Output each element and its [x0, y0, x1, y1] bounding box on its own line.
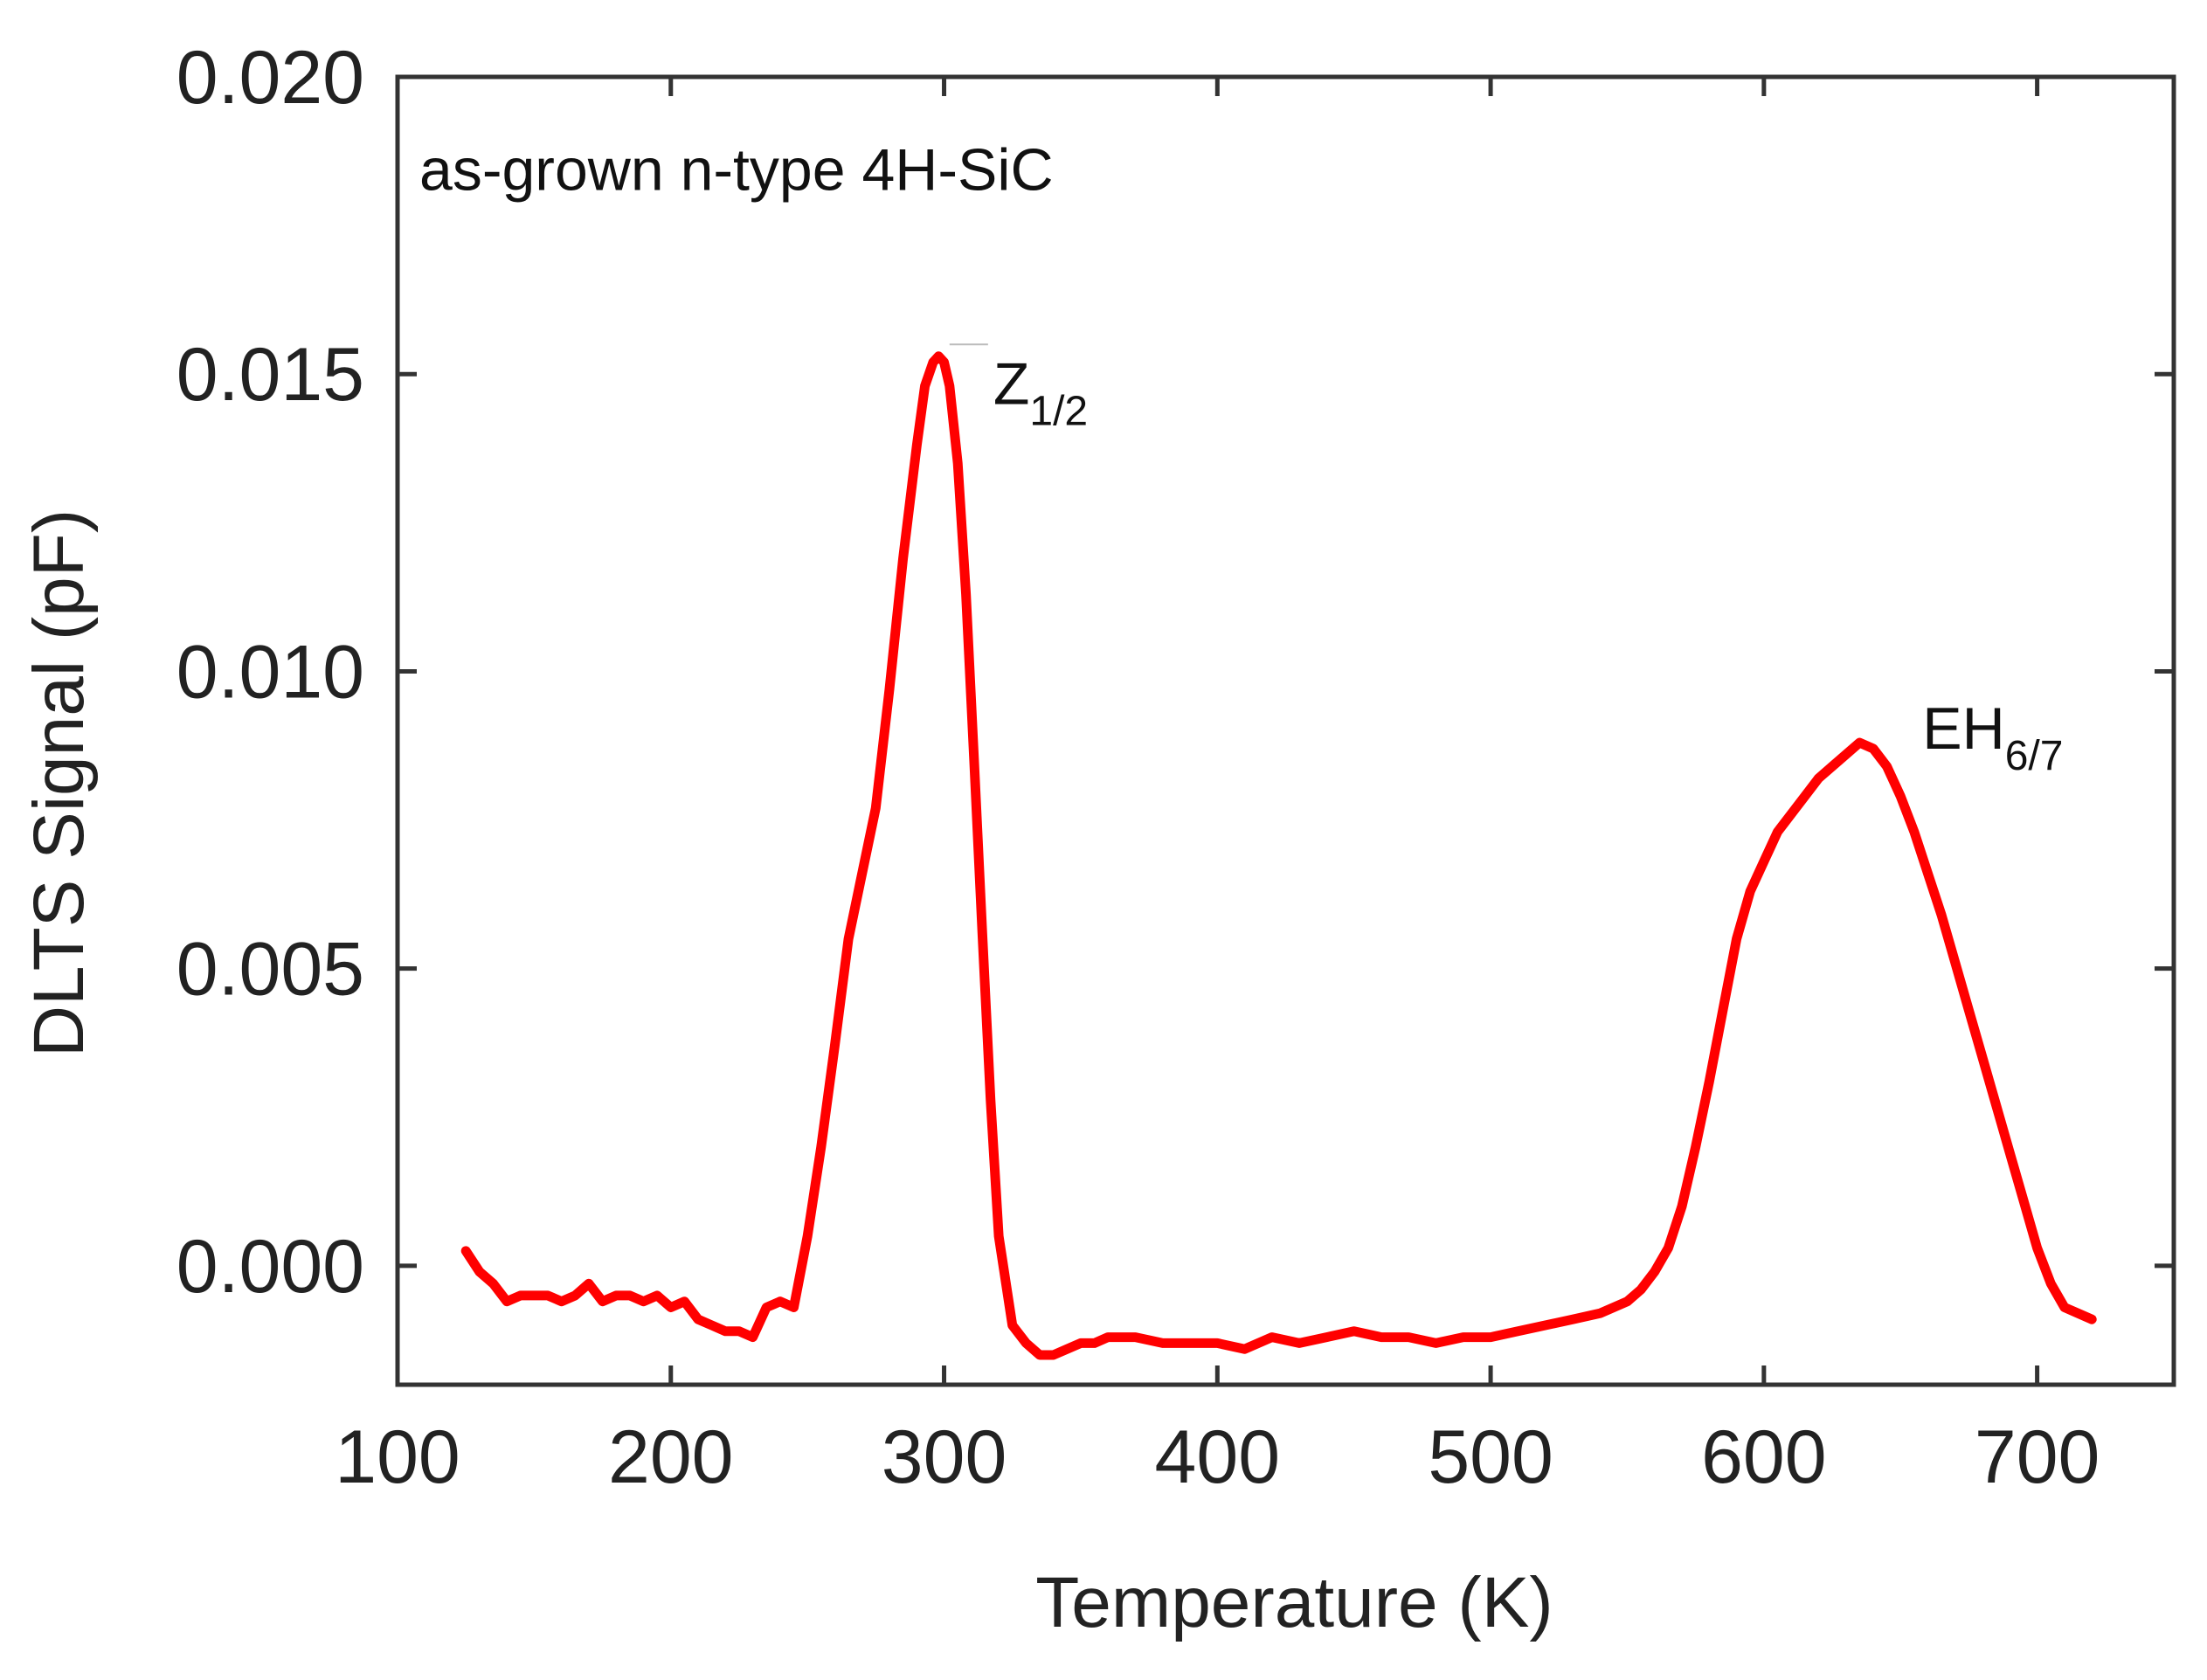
- y-tick-label: 0.010: [176, 630, 364, 714]
- x-tick-label: 500: [1428, 1415, 1553, 1499]
- series-underlay-line: [464, 355, 2093, 1357]
- y-tick-label: 0.020: [176, 36, 364, 120]
- y-axis-title: DLTS Signal (pF): [19, 509, 99, 1057]
- axes-layer: [395, 74, 2176, 1387]
- x-tick-label: 700: [1975, 1415, 2100, 1499]
- y-tick-label: 0.015: [176, 333, 364, 417]
- sample-label: as-grown n-type 4H-SiC: [419, 136, 1054, 203]
- peak-label: Z1/2: [993, 350, 1088, 434]
- y-tick-label: 0.000: [176, 1225, 364, 1309]
- peak-label: EH6/7: [1922, 695, 2063, 779]
- y-tick-label: 0.005: [176, 928, 364, 1012]
- x-tick-label: 100: [335, 1415, 460, 1499]
- plot-frame: [395, 74, 2176, 1387]
- x-axis-title: Temperature (K): [1035, 1563, 1553, 1642]
- series-line: [460, 351, 2097, 1360]
- x-tick-label: 600: [1701, 1415, 1827, 1499]
- label-layer: 100 200 300 400 500 600 700 0.000 0.005 0.010 0.01…: [19, 36, 2100, 1642]
- data-layer: [460, 351, 2097, 1360]
- x-tick-label: 400: [1155, 1415, 1281, 1499]
- x-tick-label: 200: [608, 1415, 734, 1499]
- x-tick-label: 300: [882, 1415, 1007, 1499]
